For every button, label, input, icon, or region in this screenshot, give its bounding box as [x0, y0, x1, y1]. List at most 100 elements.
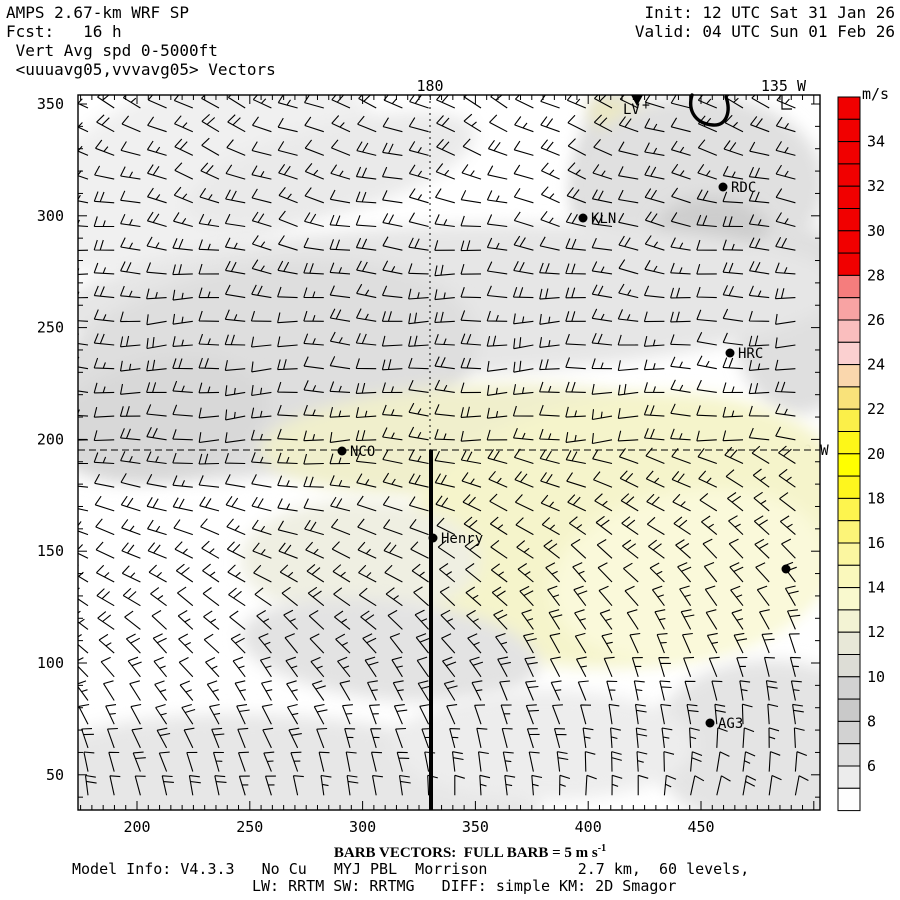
wind-barb	[146, 474, 167, 488]
wind-barb	[565, 333, 586, 346]
wind-barb	[278, 163, 298, 180]
wind-barb	[385, 587, 403, 607]
wind-barb	[434, 356, 455, 370]
wind-barb	[748, 382, 770, 395]
colorbar-cell	[837, 252, 861, 276]
wind-barb	[643, 428, 665, 441]
wind-barb	[408, 473, 429, 488]
wind-barb	[622, 539, 639, 559]
wind-barb	[753, 515, 770, 536]
wind-barb	[454, 774, 465, 796]
wind-barb	[670, 117, 691, 133]
wind-barb	[601, 632, 613, 654]
field-title: Vert Avg spd 0-5000ft	[6, 41, 218, 60]
wind-barb	[288, 727, 302, 749]
wind-barb	[172, 497, 193, 512]
wind-barb	[234, 680, 246, 701]
model-title: AMPS 2.67-km WRF SP	[6, 3, 190, 22]
wind-barb	[147, 542, 167, 559]
wind-barb	[382, 260, 403, 275]
wind-barb	[434, 289, 455, 301]
wind-barb	[727, 492, 744, 512]
wind-barb	[621, 516, 639, 536]
wind-barb	[633, 680, 645, 701]
wind-barb	[173, 186, 194, 204]
wind-barb	[146, 236, 167, 251]
wind-barb	[670, 311, 691, 323]
wind-barb	[225, 474, 246, 488]
wind-barb	[341, 704, 353, 725]
wind-barb	[303, 333, 324, 346]
wind-barb	[591, 358, 613, 370]
wind-barb	[120, 237, 141, 251]
wind-barb	[722, 166, 744, 180]
wind-barb	[277, 312, 298, 324]
wind-barb	[367, 680, 378, 701]
wind-barb	[382, 190, 403, 204]
wind-barb	[591, 214, 613, 228]
wind-barb	[224, 360, 246, 371]
wind-barb	[619, 470, 639, 488]
wind-barb	[224, 432, 246, 444]
wind-barb	[540, 162, 560, 180]
wind-barb	[224, 385, 246, 397]
wind-barb	[251, 165, 272, 180]
wind-barb	[408, 263, 429, 275]
wind-barb	[251, 361, 272, 373]
wind-barb	[643, 285, 665, 299]
wind-barb	[356, 260, 377, 275]
wind-barb	[358, 564, 377, 583]
wind-barb	[381, 285, 403, 299]
wind-barb	[382, 450, 403, 465]
wind-barb	[78, 587, 89, 607]
wind-barb	[408, 402, 429, 417]
wind-barb	[671, 187, 691, 204]
wind-barb	[631, 657, 643, 677]
wind-barb	[539, 262, 560, 275]
wind-barb	[512, 427, 534, 441]
wind-barb	[277, 359, 298, 371]
wind-barb	[465, 563, 482, 583]
wind-barb	[794, 751, 807, 772]
y-axis-label: 250	[37, 319, 64, 337]
wind-barb	[512, 405, 534, 417]
speed-shading-blob	[650, 660, 820, 810]
colorbar-cell	[837, 542, 861, 566]
wind-barb	[421, 727, 433, 749]
wind-barb	[598, 585, 613, 607]
wind-barb	[355, 166, 377, 180]
wind-barb	[723, 140, 744, 156]
wind-barb	[251, 188, 272, 204]
x-axis-label: 200	[123, 818, 150, 836]
station-label: KLN	[591, 211, 616, 227]
wind-barb	[684, 680, 696, 701]
wind-barb	[94, 473, 115, 488]
wind-barb	[100, 656, 115, 678]
wind-barb	[174, 162, 194, 180]
wind-barb	[540, 116, 560, 133]
wind-barb	[94, 165, 115, 180]
y-axis-label: 150	[37, 542, 64, 560]
wind-barb	[277, 498, 298, 512]
wind-barb	[514, 494, 534, 512]
wind-barb	[671, 447, 691, 465]
wind-barb	[596, 539, 613, 559]
wind-barb	[209, 703, 221, 725]
wind-barb	[408, 288, 429, 300]
wind-barb	[565, 432, 586, 443]
wind-barb	[618, 448, 639, 465]
wind-barb	[96, 588, 115, 607]
wind-barb	[646, 493, 665, 512]
wind-barb	[329, 262, 351, 275]
wind-barb	[120, 473, 141, 488]
wind-barb	[172, 429, 193, 441]
wind-barb	[129, 680, 141, 701]
wind-barb	[539, 404, 560, 417]
wind-barb	[675, 539, 691, 559]
wind-barb	[277, 336, 298, 348]
wind-barb	[95, 518, 115, 536]
colorbar-cell	[837, 587, 861, 611]
wind-barb	[393, 704, 408, 725]
wind-barb	[768, 727, 780, 748]
wind-barb	[670, 356, 691, 370]
